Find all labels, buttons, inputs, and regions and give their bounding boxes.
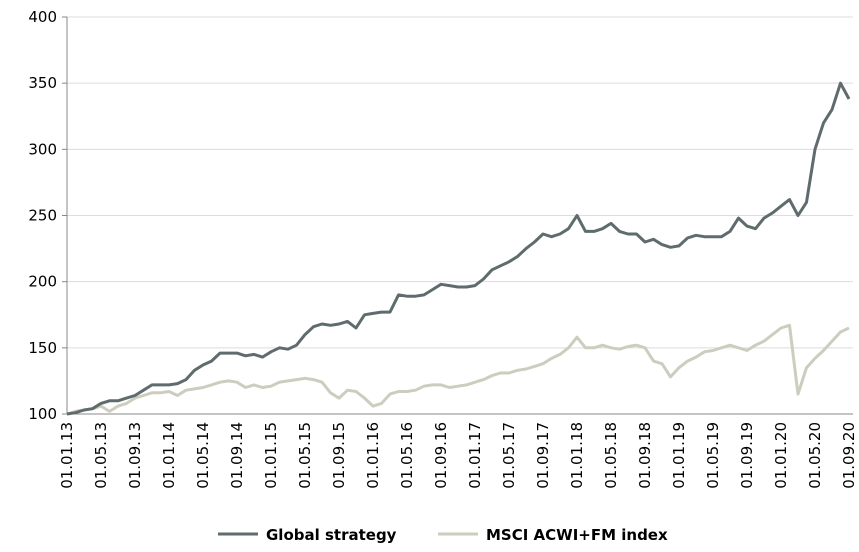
x-tick-label: 01.01.20 bbox=[772, 422, 790, 489]
y-tick-label: 200 bbox=[28, 273, 57, 291]
x-tick-label: 01.05.20 bbox=[806, 422, 824, 489]
x-tick-label: 01.01.17 bbox=[466, 422, 484, 489]
legend-label: MSCI ACWI+FM index bbox=[486, 526, 668, 544]
x-tick-label: 01.05.15 bbox=[296, 422, 314, 489]
y-tick-label: 350 bbox=[28, 74, 57, 92]
x-tick-label: 01.05.17 bbox=[500, 422, 518, 489]
y-tick-label: 150 bbox=[28, 339, 57, 357]
line-series bbox=[66, 81, 851, 416]
y-tick-label: 250 bbox=[28, 207, 57, 225]
x-tick-label: 01.05.14 bbox=[194, 422, 212, 489]
legend-label: Global strategy bbox=[266, 526, 397, 544]
x-tick-label: 01.01.15 bbox=[262, 422, 280, 489]
x-tick-label: 01.09.17 bbox=[534, 422, 552, 489]
x-tick-label: 01.01.18 bbox=[568, 422, 586, 489]
x-tick-label: 01.01.14 bbox=[160, 422, 178, 489]
x-tick-label: 01.01.16 bbox=[364, 422, 382, 489]
y-tick-label: 100 bbox=[28, 405, 57, 423]
y-tick-label: 400 bbox=[28, 8, 57, 26]
x-tick-label: 01.05.16 bbox=[398, 422, 416, 489]
x-tick-label: 01.09.20 bbox=[840, 422, 858, 489]
x-tick-label: 01.09.15 bbox=[330, 422, 348, 489]
x-tick-label: 01.05.13 bbox=[92, 422, 110, 489]
x-tick-label: 01.09.18 bbox=[636, 422, 654, 489]
x-tick-label: 01.01.19 bbox=[670, 422, 688, 489]
x-tick-label: 01.09.16 bbox=[432, 422, 450, 489]
x-tick-label: 01.05.19 bbox=[704, 422, 722, 489]
x-tick-label: 01.09.19 bbox=[738, 422, 756, 489]
y-tick-label: 300 bbox=[28, 140, 57, 158]
x-tick-label: 01.09.14 bbox=[228, 422, 246, 489]
x-tick-label: 01.05.18 bbox=[602, 422, 620, 489]
x-tick-label: 01.01.13 bbox=[58, 422, 76, 489]
line-series bbox=[66, 323, 850, 416]
x-tick-label: 01.09.13 bbox=[126, 422, 144, 489]
